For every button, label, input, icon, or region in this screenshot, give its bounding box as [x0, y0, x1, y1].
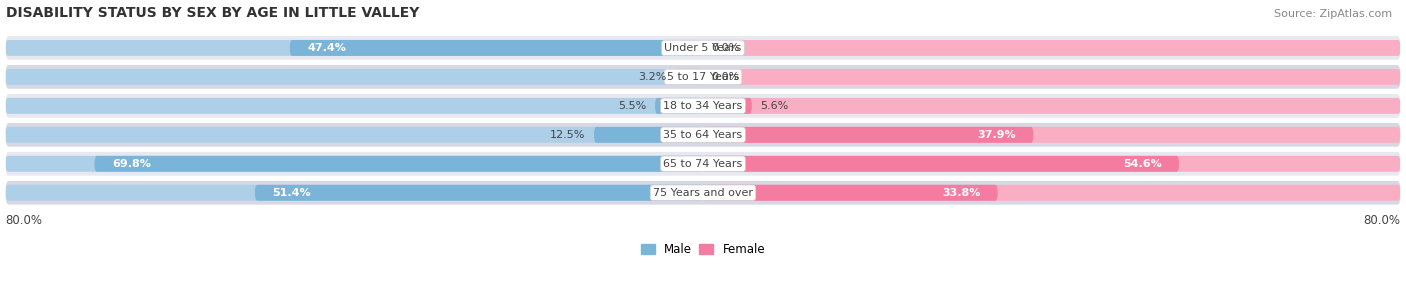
- FancyBboxPatch shape: [6, 185, 703, 201]
- FancyBboxPatch shape: [94, 156, 703, 172]
- Text: Under 5 Years: Under 5 Years: [665, 43, 741, 53]
- Text: Source: ZipAtlas.com: Source: ZipAtlas.com: [1274, 9, 1392, 19]
- Text: 12.5%: 12.5%: [550, 130, 585, 140]
- Text: 54.6%: 54.6%: [1123, 159, 1161, 169]
- Text: 75 Years and over: 75 Years and over: [652, 188, 754, 198]
- FancyBboxPatch shape: [6, 127, 703, 143]
- Text: 5 to 17 Years: 5 to 17 Years: [666, 72, 740, 82]
- FancyBboxPatch shape: [6, 181, 1400, 205]
- Text: DISABILITY STATUS BY SEX BY AGE IN LITTLE VALLEY: DISABILITY STATUS BY SEX BY AGE IN LITTL…: [6, 5, 419, 19]
- Legend: Male, Female: Male, Female: [636, 238, 770, 261]
- FancyBboxPatch shape: [703, 98, 752, 114]
- Text: 18 to 34 Years: 18 to 34 Years: [664, 101, 742, 111]
- Text: 5.5%: 5.5%: [619, 101, 647, 111]
- FancyBboxPatch shape: [290, 40, 703, 56]
- Text: 33.8%: 33.8%: [942, 188, 980, 198]
- Text: 47.4%: 47.4%: [307, 43, 346, 53]
- Text: 69.8%: 69.8%: [112, 159, 150, 169]
- FancyBboxPatch shape: [6, 94, 1400, 118]
- FancyBboxPatch shape: [703, 156, 1400, 172]
- FancyBboxPatch shape: [593, 127, 703, 143]
- FancyBboxPatch shape: [703, 127, 1400, 143]
- FancyBboxPatch shape: [703, 127, 1033, 143]
- Text: 37.9%: 37.9%: [977, 130, 1017, 140]
- FancyBboxPatch shape: [254, 185, 703, 201]
- Text: 5.6%: 5.6%: [761, 101, 789, 111]
- Text: 80.0%: 80.0%: [1364, 214, 1400, 226]
- FancyBboxPatch shape: [655, 98, 703, 114]
- Text: 0.0%: 0.0%: [711, 72, 740, 82]
- FancyBboxPatch shape: [703, 185, 998, 201]
- FancyBboxPatch shape: [6, 65, 1400, 89]
- Text: 35 to 64 Years: 35 to 64 Years: [664, 130, 742, 140]
- FancyBboxPatch shape: [703, 98, 1400, 114]
- FancyBboxPatch shape: [6, 69, 703, 85]
- FancyBboxPatch shape: [703, 40, 1400, 56]
- FancyBboxPatch shape: [6, 40, 703, 56]
- FancyBboxPatch shape: [675, 69, 703, 85]
- FancyBboxPatch shape: [6, 152, 1400, 176]
- FancyBboxPatch shape: [6, 36, 1400, 60]
- FancyBboxPatch shape: [6, 98, 703, 114]
- Text: 3.2%: 3.2%: [638, 72, 666, 82]
- FancyBboxPatch shape: [703, 156, 1180, 172]
- FancyBboxPatch shape: [703, 69, 1400, 85]
- Text: 65 to 74 Years: 65 to 74 Years: [664, 159, 742, 169]
- FancyBboxPatch shape: [6, 123, 1400, 147]
- Text: 51.4%: 51.4%: [273, 188, 311, 198]
- Text: 80.0%: 80.0%: [6, 214, 42, 226]
- FancyBboxPatch shape: [703, 185, 1400, 201]
- FancyBboxPatch shape: [6, 156, 703, 172]
- Text: 0.0%: 0.0%: [711, 43, 740, 53]
